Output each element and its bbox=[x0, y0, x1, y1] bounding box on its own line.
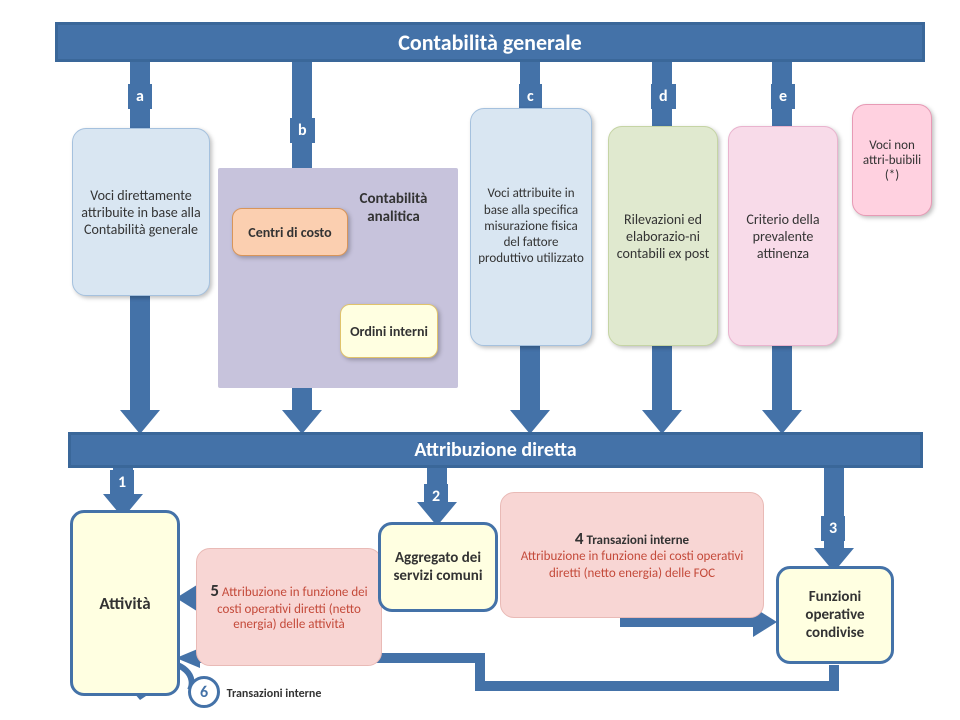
badge-6: 6 bbox=[188, 676, 220, 708]
badge-e: e bbox=[771, 84, 795, 109]
box-ordini-interni: Ordini interni bbox=[340, 304, 438, 358]
badge-c: c bbox=[519, 84, 542, 109]
badge-2: 2 bbox=[424, 484, 448, 509]
box-funzioni: Funzioni operative condivise bbox=[776, 566, 894, 664]
mid-bar: Attribuzione diretta bbox=[68, 432, 923, 468]
badge-d: d bbox=[651, 84, 676, 109]
box-5-attr: 5 Attribuzione in funzione dei costi ope… bbox=[196, 548, 382, 666]
box-voci-non: Voci non attri-buibili (*) bbox=[852, 104, 932, 216]
analitica-label: Contabilità analitica bbox=[341, 190, 446, 226]
badge-b: b bbox=[290, 118, 315, 143]
label-transazioni-interne: Transazioni interne bbox=[224, 676, 324, 712]
box-centri-costo: Centri di costo bbox=[232, 208, 348, 256]
top-bar-label: Contabilità generale bbox=[398, 29, 581, 56]
box-attivita: Attività bbox=[70, 510, 180, 696]
box-voci-misurazione: Voci attribuite in base alla specifica m… bbox=[470, 108, 592, 346]
box-criterio: Criterio della prevalente attinenza bbox=[728, 126, 838, 346]
mid-bar-label: Attribuzione diretta bbox=[414, 438, 576, 462]
badge-3: 3 bbox=[821, 516, 845, 541]
top-bar: Contabilità generale bbox=[55, 22, 925, 62]
badge-1: 1 bbox=[110, 470, 134, 495]
box-voci-dirette: Voci direttamente attribuite in base all… bbox=[72, 128, 210, 296]
box-aggregato: Aggregato dei servizi comuni bbox=[378, 522, 498, 612]
box-4-attr: 4 Transazioni interne Attribuzione in fu… bbox=[500, 492, 764, 618]
box-rilevazioni: Rilevazioni ed elaborazio-ni contabili e… bbox=[608, 126, 718, 346]
badge-a: a bbox=[128, 84, 152, 109]
